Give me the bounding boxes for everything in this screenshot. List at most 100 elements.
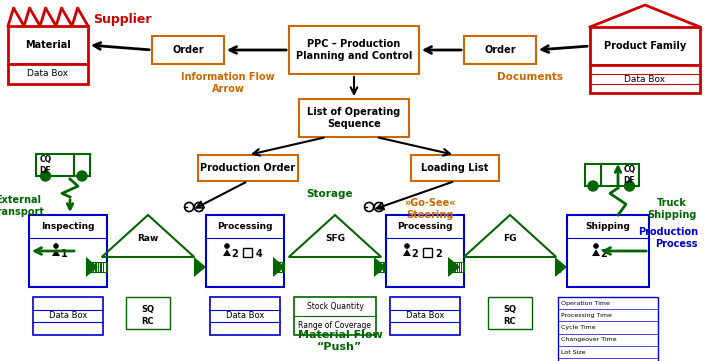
Text: SFG: SFG [325,234,345,243]
Bar [210,297,280,335]
Bar [558,297,658,361]
Bar [289,26,419,74]
Text: RC: RC [142,317,155,326]
Bar [8,26,88,64]
Bar [448,262,464,272]
Bar [126,297,170,329]
Bar [464,36,536,64]
Circle shape [225,244,230,248]
Bar [451,262,452,272]
Text: 2: 2 [435,249,442,259]
Text: CQ
DF: CQ DF [623,165,635,185]
Bar [450,262,451,272]
Bar [585,164,601,186]
Bar [458,262,459,272]
Bar [98,262,99,272]
Text: External
Transport: External Transport [0,195,45,217]
Text: Loading List: Loading List [421,163,489,173]
Bar [423,248,432,257]
Bar [449,262,450,272]
Text: Data Box: Data Box [225,312,264,321]
Text: Shipping: Shipping [586,222,630,231]
Text: Data Box: Data Box [406,312,444,321]
Bar [106,262,107,272]
Bar [29,215,107,287]
Bar [601,164,639,186]
Bar [36,154,74,176]
Polygon shape [555,257,567,277]
Polygon shape [273,257,285,277]
Bar [299,99,409,137]
Text: Lot Size: Lot Size [561,349,586,355]
Text: Data Box: Data Box [49,312,87,321]
Text: Data Box: Data Box [28,70,69,78]
Bar [452,262,453,272]
Bar [411,155,499,181]
Text: Information Flow
Arrow: Information Flow Arrow [182,72,275,93]
Bar [459,262,460,272]
Text: Processing: Processing [217,222,273,231]
Bar [89,262,90,272]
Bar [456,262,457,272]
Text: Order: Order [484,45,516,55]
Polygon shape [592,249,600,256]
Text: Documents: Documents [497,72,563,82]
Bar [460,262,461,272]
Circle shape [405,244,409,248]
Bar [567,215,649,287]
Text: Production Order: Production Order [201,163,296,173]
Text: Customer: Customer [601,0,669,2]
Bar [390,297,460,335]
Text: RC: RC [503,317,516,326]
Text: Order: Order [172,45,203,55]
Polygon shape [194,257,206,277]
Bar [87,262,89,272]
Bar [453,262,454,272]
Text: Operation Time: Operation Time [561,301,610,306]
Bar [99,262,101,272]
Circle shape [40,171,50,181]
Bar [243,248,252,257]
Polygon shape [86,257,98,277]
Text: SQ: SQ [503,305,516,314]
Bar [457,262,458,272]
Bar [194,262,198,272]
Circle shape [625,181,635,191]
Bar [74,154,90,176]
Bar [152,36,224,64]
Bar [463,262,464,272]
Bar [590,27,700,65]
Polygon shape [52,249,60,256]
Bar [86,262,87,272]
Text: Inspecting: Inspecting [41,222,95,231]
Text: 2: 2 [601,249,608,259]
Text: List of Operating
Sequence: List of Operating Sequence [308,107,401,129]
Bar [590,65,700,93]
Text: Stock Quantity: Stock Quantity [306,302,364,311]
Bar [455,262,456,272]
Circle shape [77,171,87,181]
Bar [448,262,449,272]
Bar [33,297,103,335]
Bar [104,262,106,272]
Bar [93,262,94,272]
Circle shape [54,244,58,248]
Bar [90,262,91,272]
Text: Truck
Shipping: Truck Shipping [647,198,697,219]
Bar [206,215,284,287]
Bar [273,262,284,272]
Bar [86,262,107,272]
Circle shape [588,181,598,191]
Text: SQ: SQ [142,305,155,314]
Bar [103,262,104,272]
Text: 1: 1 [61,249,67,259]
Text: 4: 4 [256,249,262,259]
Bar [96,262,98,272]
Bar [94,262,95,272]
Text: Processing Time: Processing Time [561,313,612,318]
Bar [8,64,88,84]
Text: PPC – Production
Planning and Control: PPC – Production Planning and Control [296,39,412,61]
Bar [374,262,385,272]
Text: Storage: Storage [307,189,353,199]
Text: »Go-See«
Steering: »Go-See« Steering [404,198,456,219]
